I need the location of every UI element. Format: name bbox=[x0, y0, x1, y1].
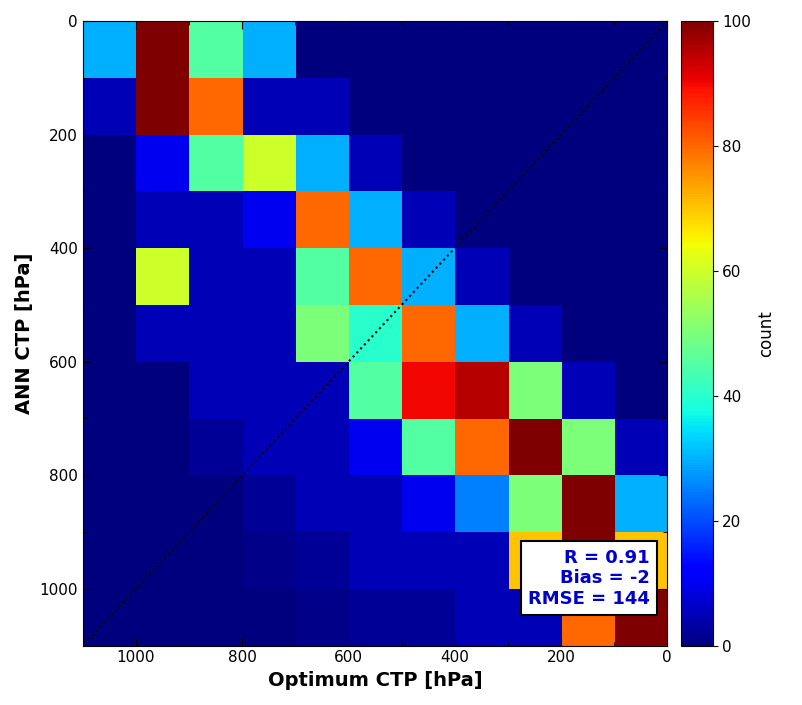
Y-axis label: ANN CTP [hPa]: ANN CTP [hPa] bbox=[15, 252, 34, 414]
Text: R = 0.91
Bias = -2
RMSE = 144: R = 0.91 Bias = -2 RMSE = 144 bbox=[528, 548, 650, 608]
Y-axis label: count: count bbox=[757, 310, 775, 357]
X-axis label: Optimum CTP [hPa]: Optimum CTP [hPa] bbox=[268, 671, 483, 690]
